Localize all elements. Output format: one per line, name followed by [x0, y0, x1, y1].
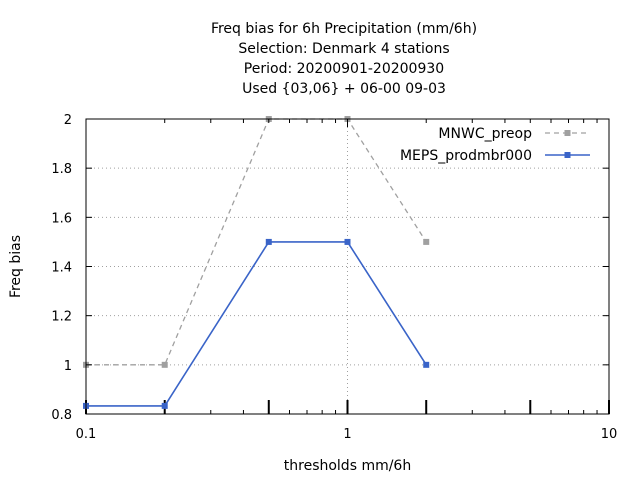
legend: MNWC_preop MEPS_prodmbr000: [400, 126, 590, 164]
y-axis-ticks: 0.8 1 1.2 1.4 1.6 1.8 2: [51, 113, 609, 423]
y-tick-label: 1.8: [51, 162, 72, 177]
legend-marker: [564, 152, 571, 158]
series-line: [86, 241, 427, 407]
y-tick-label: 0.8: [51, 408, 72, 423]
y-tick-label: 1: [64, 359, 72, 374]
data-point: [344, 238, 351, 245]
data-point: [265, 238, 272, 245]
y-tick-label: 1.6: [51, 211, 72, 226]
data-point: [423, 361, 430, 368]
legend-marker: [564, 130, 571, 136]
title-line-1: Freq bias for 6h Precipitation (mm/6h): [211, 21, 477, 37]
data-point: [423, 238, 430, 245]
legend-label: MNWC_preop: [438, 126, 532, 142]
x-tick-label: 1: [343, 427, 351, 442]
x-axis-ticks: 0.1 1 10: [76, 119, 618, 442]
series-lines: [83, 116, 430, 409]
x-axis-label: thresholds mm/6h: [284, 458, 411, 474]
chart-title: Freq bias for 6h Precipitation (mm/6h) Se…: [211, 21, 477, 97]
series-1: [83, 116, 430, 368]
x-tick-label: 10: [601, 427, 618, 442]
series-2: [83, 238, 430, 409]
y-tick-label: 2: [64, 113, 72, 128]
data-point: [161, 402, 168, 409]
y-tick-label: 1.4: [51, 261, 72, 276]
title-line-2: Selection: Denmark 4 stations: [238, 41, 449, 57]
title-line-3: Period: 20200901-20200930: [244, 61, 444, 77]
data-point: [161, 361, 168, 368]
title-line-4: Used {03,06} + 06-00 09-03: [242, 81, 446, 97]
y-axis-label: Freq bias: [8, 235, 24, 298]
legend-label: MEPS_prodmbr000: [400, 148, 532, 164]
y-tick-label: 1.2: [51, 310, 72, 325]
series-line: [86, 118, 427, 366]
x-tick-label: 0.1: [76, 427, 97, 442]
